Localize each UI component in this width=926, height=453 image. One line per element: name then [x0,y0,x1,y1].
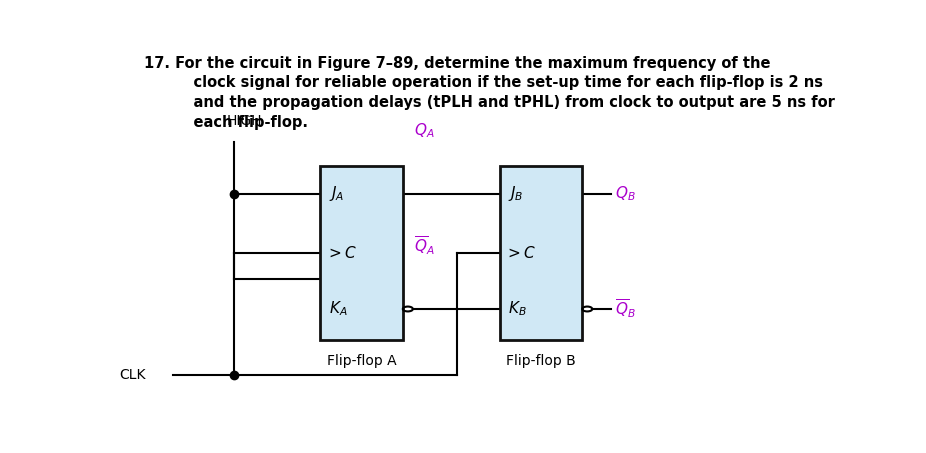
Text: each flip-flop.: each flip-flop. [173,115,308,130]
Text: $Q_B$: $Q_B$ [615,184,635,203]
Text: Flip-flop B: Flip-flop B [507,354,576,368]
Text: $>C$: $>C$ [506,245,537,261]
Text: $J_B$: $J_B$ [508,184,524,203]
Bar [500,166,582,340]
Text: $J_A$: $J_A$ [329,184,344,203]
Text: $K_B$: $K_B$ [508,299,527,318]
Text: Flip-flop A: Flip-flop A [327,354,396,368]
Text: $>C$: $>C$ [326,245,357,261]
Text: 17. For the circuit in Figure 7–89, determine the maximum frequency of the: 17. For the circuit in Figure 7–89, dete… [144,56,771,71]
Text: $\overline{Q}_A$: $\overline{Q}_A$ [414,234,434,257]
Text: $Q_A$: $Q_A$ [414,121,434,140]
Text: CLK: CLK [119,368,145,382]
Text: $\overline{Q}_B$: $\overline{Q}_B$ [615,298,635,320]
Text: $K_A$: $K_A$ [329,299,347,318]
Bar [320,166,403,340]
Text: and the propagation delays (tPLH and tPHL) from clock to output are 5 ns for: and the propagation delays (tPLH and tPH… [173,95,835,110]
Text: clock signal for reliable operation if the set-up time for each flip-flop is 2 n: clock signal for reliable operation if t… [173,75,823,90]
Text: HIGH: HIGH [227,114,262,128]
